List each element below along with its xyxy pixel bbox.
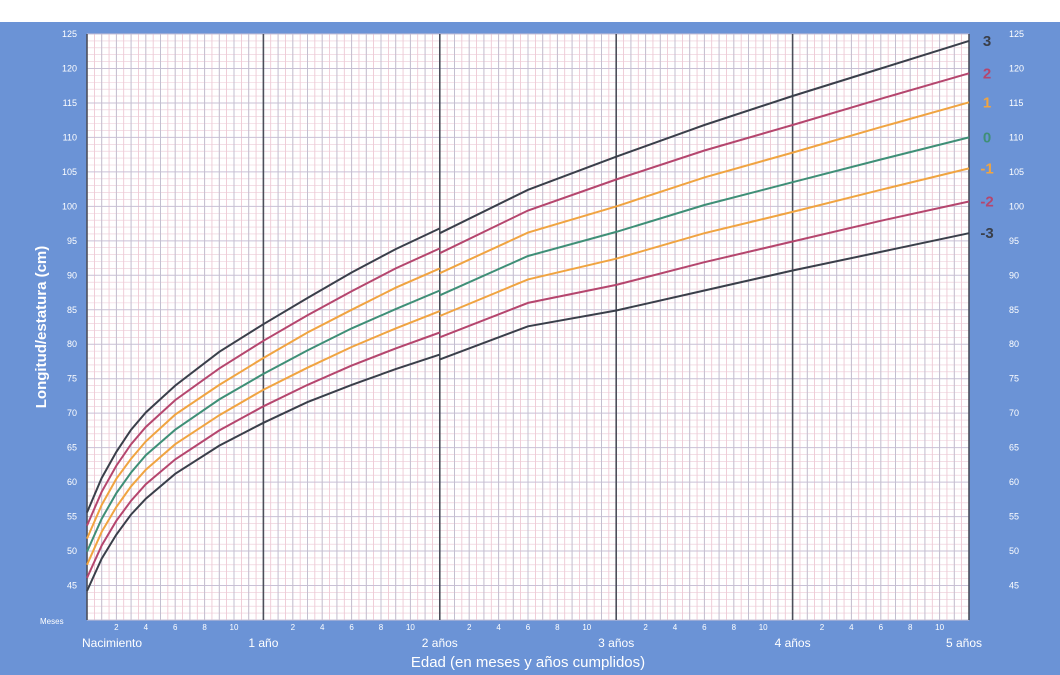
- y-tick-left: 80: [67, 339, 77, 349]
- curve--3-length: [86, 353, 441, 592]
- y-axis-title: Longitud/estatura (cm): [33, 246, 50, 409]
- month-tick: 4: [496, 623, 501, 632]
- y-axis-ticks: 45 45 50 50 55 55 60 60 65 65 70 70 75 75 80 80 85 85 90 90…: [62, 29, 1024, 591]
- y-tick-left: 45: [67, 581, 77, 591]
- month-axis-label: Meses: [40, 617, 64, 626]
- curve-0-length: [86, 289, 441, 553]
- month-tick: 10: [582, 623, 591, 632]
- y-tick-right: 85: [1009, 305, 1019, 315]
- x-axis-ticks: 2 4 6 8 10 2 4 6 8 10 2 4 6 8 10 2 4 6 8 10 2 4 6 8 10 Nacimiento…: [82, 623, 982, 650]
- y-tick-left: 75: [67, 374, 77, 384]
- y-tick-right: 65: [1009, 443, 1019, 453]
- y-tick-left: 60: [67, 477, 77, 487]
- month-tick: 6: [173, 623, 178, 632]
- x-axis-title: Edad (en meses y años cumplidos): [411, 654, 645, 671]
- y-tick-right: 115: [1009, 98, 1023, 108]
- month-tick: 10: [935, 623, 944, 632]
- year-tick: Nacimiento: [82, 636, 142, 650]
- y-tick-left: 55: [67, 512, 77, 522]
- y-tick-right: 110: [1009, 132, 1023, 142]
- grid-major: [86, 34, 970, 620]
- y-tick-left: 105: [62, 167, 77, 177]
- month-tick: 8: [379, 623, 384, 632]
- month-tick: 4: [320, 623, 325, 632]
- y-tick-left: 125: [62, 29, 77, 39]
- y-tick-left: 50: [67, 546, 77, 556]
- z-score-label: -1: [980, 160, 993, 177]
- y-tick-right: 45: [1009, 581, 1019, 591]
- curve--2-height: [439, 200, 970, 339]
- curve-2-height: [439, 72, 970, 255]
- year-tick: 2 años: [422, 636, 458, 650]
- month-tick: 10: [406, 623, 415, 632]
- y-tick-left: 120: [62, 63, 77, 73]
- y-tick-right: 100: [1009, 201, 1024, 211]
- curve-1-height: [439, 101, 970, 275]
- y-tick-right: 120: [1009, 63, 1024, 73]
- month-tick: 2: [820, 623, 825, 632]
- y-tick-right: 105: [1009, 167, 1024, 177]
- y-tick-right: 60: [1009, 477, 1019, 487]
- curve-3-height: [439, 39, 970, 235]
- month-tick: 10: [759, 623, 768, 632]
- top-strip: [0, 0, 1060, 22]
- z-score-label: 0: [983, 129, 991, 146]
- month-tick: 4: [144, 623, 149, 632]
- month-tick: 2: [291, 623, 296, 632]
- y-tick-left: 110: [63, 132, 77, 142]
- month-tick: 8: [555, 623, 560, 632]
- y-tick-left: 95: [67, 236, 77, 246]
- month-tick: 10: [230, 623, 239, 632]
- month-tick: 8: [908, 623, 913, 632]
- y-tick-left: 90: [67, 270, 77, 280]
- curve--1-length: [86, 310, 441, 566]
- month-tick: 2: [467, 623, 472, 632]
- y-tick-right: 90: [1009, 270, 1019, 280]
- z-score-label: 2: [983, 65, 991, 82]
- year-tick: 4 años: [775, 636, 811, 650]
- y-tick-right: 50: [1009, 546, 1019, 556]
- z-score-label: 1: [983, 94, 991, 111]
- month-tick: 6: [526, 623, 531, 632]
- y-tick-left: 85: [67, 305, 77, 315]
- month-tick: 2: [643, 623, 648, 632]
- month-tick: 8: [202, 623, 207, 632]
- month-tick: 6: [702, 623, 707, 632]
- month-tick: 6: [349, 623, 354, 632]
- curve--2-length: [86, 331, 441, 579]
- y-tick-right: 125: [1009, 29, 1024, 39]
- y-tick-left: 115: [63, 98, 77, 108]
- y-tick-right: 70: [1009, 408, 1019, 418]
- y-tick-left: 70: [67, 408, 77, 418]
- month-tick: 4: [673, 623, 678, 632]
- year-tick: 1 año: [248, 636, 278, 650]
- month-tick: 6: [879, 623, 884, 632]
- curve-3-length: [86, 227, 441, 513]
- month-tick: 4: [849, 623, 854, 632]
- y-tick-left: 100: [62, 201, 77, 211]
- y-tick-right: 55: [1009, 512, 1019, 522]
- z-score-label: -2: [980, 194, 993, 211]
- month-tick: 2: [114, 623, 119, 632]
- curves: [86, 39, 970, 592]
- month-tick: 8: [732, 623, 737, 632]
- z-score-label: 3: [983, 33, 991, 50]
- curve-0-height: [439, 136, 970, 297]
- z-score-label: -3: [980, 225, 993, 242]
- z-score-labels: 3 2 1 0 -1 -2 -3: [980, 33, 993, 242]
- curve-2-length: [86, 247, 441, 526]
- y-tick-left: 65: [67, 443, 77, 453]
- curve--3-height: [439, 232, 970, 361]
- y-tick-right: 95: [1009, 236, 1019, 246]
- curve--1-height: [439, 167, 970, 317]
- year-tick: 5 años: [946, 636, 982, 650]
- y-tick-right: 80: [1009, 339, 1019, 349]
- y-tick-right: 75: [1009, 374, 1019, 384]
- curve-1-length: [86, 267, 441, 539]
- year-tick: 3 años: [598, 636, 634, 650]
